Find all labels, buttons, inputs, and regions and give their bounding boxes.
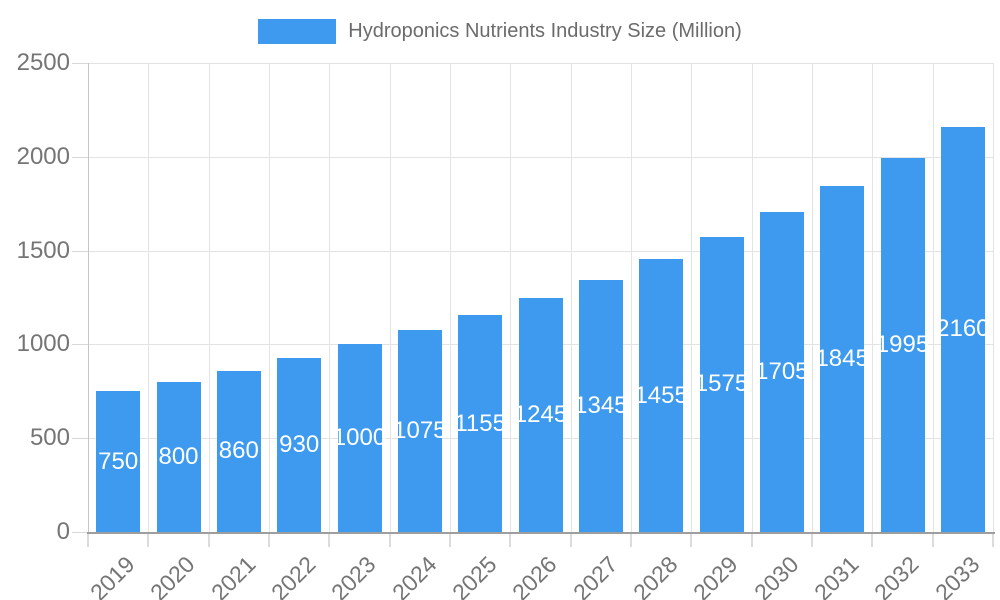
bar-value-label-2025: 1155 [454, 409, 506, 437]
y-tick-label-500: 500 [29, 424, 70, 452]
v-gridline-1 [148, 63, 150, 532]
x-tick-13 [871, 534, 874, 547]
v-gridline-7 [510, 63, 512, 532]
bar-value-label-2033: 2160 [936, 315, 990, 343]
y-tick-2000 [72, 156, 88, 158]
x-tick-9 [630, 534, 632, 547]
x-tick-label-2023: 2023 [326, 551, 381, 600]
v-gridline-14 [932, 63, 934, 532]
y-tick-label-1000: 1000 [16, 330, 70, 358]
v-gridline-13 [872, 63, 874, 532]
x-tick-15 [992, 534, 994, 547]
bar-value-label-2023: 1000 [332, 424, 387, 452]
bar-2022[interactable] [277, 357, 322, 532]
bar-value-label-2032: 1995 [875, 330, 930, 358]
x-tick-label-2030: 2030 [748, 551, 804, 600]
bar-2027[interactable] [578, 279, 623, 532]
x-tick-label-2028: 2028 [627, 551, 683, 600]
x-tick-6 [449, 534, 451, 547]
v-gridline-8 [570, 63, 572, 532]
v-gridline-3 [269, 63, 270, 532]
x-tick-4 [328, 534, 331, 547]
bar-value-label-2020: 800 [158, 442, 199, 470]
bar-value-label-2031: 1845 [815, 344, 869, 372]
bar-value-label-2024: 1075 [393, 417, 447, 445]
y-tick-label-0: 0 [56, 518, 70, 545]
bar-2026[interactable] [518, 298, 563, 532]
bar-value-label-2028: 1455 [634, 381, 688, 409]
x-tick-label-2026: 2026 [507, 551, 562, 600]
bar-2028[interactable] [639, 259, 684, 532]
y-tick-label-2000: 2000 [16, 142, 70, 170]
bar-value-label-2022: 930 [279, 430, 320, 458]
x-tick-label-2019: 2019 [84, 551, 140, 600]
x-tick-label-2033: 2033 [929, 551, 985, 600]
h-gridline-1500 [88, 250, 993, 252]
bar-2025[interactable] [458, 315, 503, 532]
x-tick-label-2032: 2032 [869, 551, 924, 600]
y-tick-label-2500: 2500 [16, 49, 70, 76]
v-gridline-2 [208, 63, 210, 532]
x-tick-label-2021: 2021 [205, 551, 261, 600]
bar-2019[interactable] [96, 391, 141, 532]
x-tick-11 [750, 534, 753, 547]
v-gridline-4 [329, 63, 331, 532]
v-gridline-15 [993, 63, 994, 532]
x-axis-baseline [87, 532, 995, 534]
x-tick-label-2024: 2024 [386, 551, 442, 600]
y-tick-1000 [72, 344, 88, 346]
y-tick-0 [72, 532, 88, 533]
bar-2032[interactable] [880, 157, 925, 532]
v-gridline-6 [450, 63, 451, 532]
y-tick-1500 [72, 250, 88, 252]
legend-label: Hydroponics Nutrients Industry Size (Mil… [348, 20, 742, 42]
v-gridline-12 [812, 63, 813, 532]
x-tick-5 [388, 534, 391, 547]
bar-2030[interactable] [759, 212, 804, 532]
bar-2020[interactable] [156, 381, 201, 532]
x-tick-1 [147, 534, 150, 547]
v-gridline-10 [691, 63, 693, 532]
x-tick-label-2031: 2031 [808, 551, 864, 600]
x-tick-8 [569, 534, 572, 547]
x-tick-0 [87, 534, 89, 547]
x-tick-10 [690, 534, 693, 547]
bar-value-label-2027: 1345 [574, 391, 628, 419]
bar-2021[interactable] [216, 370, 261, 532]
x-tick-label-2027: 2027 [567, 551, 623, 600]
bar-value-label-2030: 1705 [755, 358, 809, 386]
x-tick-7 [509, 534, 512, 547]
x-tick-2 [207, 534, 210, 547]
h-gridline-2000 [88, 156, 993, 158]
v-gridline-5 [389, 63, 391, 532]
bar-2029[interactable] [699, 236, 744, 532]
bar-value-label-2029: 1575 [694, 370, 749, 398]
h-gridline-2500 [88, 63, 993, 64]
bar-value-label-2021: 860 [218, 437, 259, 465]
x-tick-14 [931, 534, 934, 547]
bar-value-label-2019: 750 [98, 447, 139, 475]
y-tick-2500 [72, 63, 88, 64]
x-tick-label-2022: 2022 [265, 551, 321, 600]
legend[interactable]: Hydroponics Nutrients Industry Size (Mil… [0, 19, 1000, 44]
x-tick-label-2029: 2029 [688, 551, 743, 600]
bar-value-label-2026: 1245 [513, 401, 568, 429]
legend-swatch [258, 19, 337, 44]
bar-2024[interactable] [397, 330, 442, 532]
x-tick-12 [811, 534, 813, 547]
y-axis-line [88, 63, 89, 532]
bar-2033[interactable] [940, 126, 985, 532]
v-gridline-9 [631, 63, 632, 532]
x-tick-label-2025: 2025 [446, 551, 502, 600]
bar-2023[interactable] [337, 344, 382, 532]
y-tick-label-1500: 1500 [16, 236, 70, 264]
y-tick-500 [72, 438, 88, 440]
x-tick-3 [268, 534, 270, 547]
v-gridline-11 [751, 63, 753, 532]
x-tick-label-2020: 2020 [145, 551, 200, 600]
bar-2031[interactable] [820, 185, 865, 532]
